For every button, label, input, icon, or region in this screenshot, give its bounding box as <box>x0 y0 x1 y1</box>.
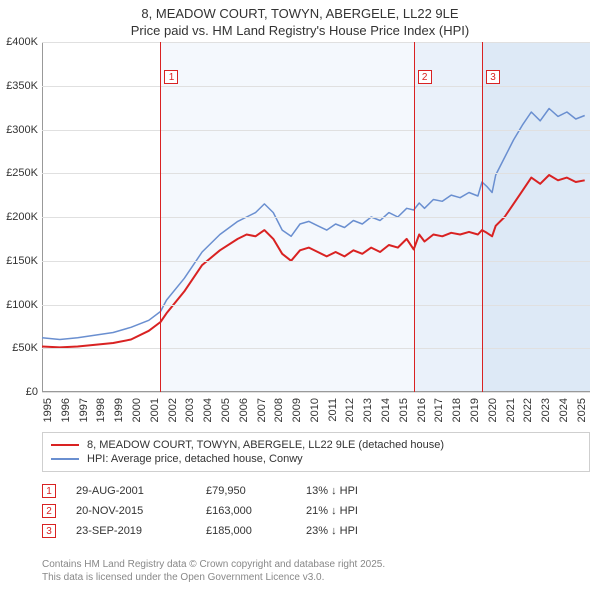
x-tick-label: 2013 <box>362 398 374 422</box>
x-tick-label: 1999 <box>113 398 125 422</box>
y-tick-label: £400K <box>6 36 38 48</box>
y-tick-label: £300K <box>6 124 38 136</box>
x-tick-label: 2018 <box>451 398 463 422</box>
chart-legend: 8, MEADOW COURT, TOWYN, ABERGELE, LL22 9… <box>42 432 590 472</box>
sales-row: 3 23-SEP-2019 £185,000 23% ↓ HPI <box>42 524 590 538</box>
attribution-footer: Contains HM Land Registry data © Crown c… <box>42 558 590 584</box>
x-tick-label: 2022 <box>522 398 534 422</box>
sales-row-diff: 13% ↓ HPI <box>306 485 406 497</box>
sale-marker-box: 2 <box>418 70 432 84</box>
y-gridline <box>42 261 590 262</box>
chart-title-block: 8, MEADOW COURT, TOWYN, ABERGELE, LL22 9… <box>0 0 600 40</box>
y-tick-label: £150K <box>6 255 38 267</box>
legend-label-price: 8, MEADOW COURT, TOWYN, ABERGELE, LL22 9… <box>87 439 444 451</box>
y-tick-label: £100K <box>6 299 38 311</box>
x-tick-label: 1996 <box>60 398 72 422</box>
x-tick-label: 2008 <box>273 398 285 422</box>
sales-row-date: 23-SEP-2019 <box>76 525 186 537</box>
sales-row-diff: 23% ↓ HPI <box>306 525 406 537</box>
x-tick-label: 2011 <box>327 398 339 422</box>
sales-row: 2 20-NOV-2015 £163,000 21% ↓ HPI <box>42 504 590 518</box>
x-tick-label: 2019 <box>469 398 481 422</box>
footer-line1: Contains HM Land Registry data © Crown c… <box>42 558 590 571</box>
legend-item-price: 8, MEADOW COURT, TOWYN, ABERGELE, LL22 9… <box>51 439 581 451</box>
x-tick-label: 2020 <box>487 398 499 422</box>
sale-marker-line <box>414 42 415 392</box>
x-tick-label: 2012 <box>344 398 356 422</box>
sales-row-price: £79,950 <box>206 485 286 497</box>
y-tick-label: £350K <box>6 80 38 92</box>
sales-row-marker: 3 <box>42 524 56 538</box>
y-tick-label: £50K <box>12 342 38 354</box>
x-tick-label: 2015 <box>398 398 410 422</box>
legend-item-hpi: HPI: Average price, detached house, Conw… <box>51 453 581 465</box>
y-tick-label: £200K <box>6 211 38 223</box>
x-tick-label: 2023 <box>540 398 552 422</box>
x-tick-label: 2004 <box>202 398 214 422</box>
x-tick-label: 2009 <box>291 398 303 422</box>
x-tick-label: 1998 <box>95 398 107 422</box>
x-tick-label: 2002 <box>167 398 179 422</box>
chart-plot-area: £0£50K£100K£150K£200K£250K£300K£350K£400… <box>42 42 590 392</box>
x-tick-label: 2006 <box>238 398 250 422</box>
sales-table: 1 29-AUG-2001 £79,950 13% ↓ HPI 2 20-NOV-2015… <box>42 478 590 544</box>
x-tick-label: 2003 <box>184 398 196 422</box>
x-tick-label: 2001 <box>149 398 161 422</box>
x-tick-label: 2005 <box>220 398 232 422</box>
y-gridline <box>42 86 590 87</box>
y-gridline <box>42 392 590 393</box>
y-gridline <box>42 217 590 218</box>
y-gridline <box>42 305 590 306</box>
x-tick-label: 1995 <box>42 398 54 422</box>
y-gridline <box>42 130 590 131</box>
legend-label-hpi: HPI: Average price, detached house, Conw… <box>87 453 303 465</box>
y-tick-label: £0 <box>26 386 38 398</box>
sale-marker-line <box>160 42 161 392</box>
x-tick-label: 2025 <box>576 398 588 422</box>
y-gridline <box>42 42 590 43</box>
x-tick-label: 2010 <box>309 398 321 422</box>
x-tick-label: 1997 <box>78 398 90 422</box>
chart-title-subtitle: Price paid vs. HM Land Registry's House … <box>0 23 600 40</box>
sales-row-price: £185,000 <box>206 525 286 537</box>
sales-row: 1 29-AUG-2001 £79,950 13% ↓ HPI <box>42 484 590 498</box>
x-tick-label: 2017 <box>433 398 445 422</box>
sales-row-diff: 21% ↓ HPI <box>306 505 406 517</box>
sales-row-date: 20-NOV-2015 <box>76 505 186 517</box>
x-tick-label: 2024 <box>558 398 570 422</box>
legend-swatch-hpi <box>51 458 79 460</box>
sales-row-marker: 2 <box>42 504 56 518</box>
x-tick-label: 2014 <box>380 398 392 422</box>
sale-marker-box: 1 <box>164 70 178 84</box>
footer-line2: This data is licensed under the Open Gov… <box>42 571 590 584</box>
sale-marker-box: 3 <box>486 70 500 84</box>
sales-row-date: 29-AUG-2001 <box>76 485 186 497</box>
x-tick-label: 2007 <box>256 398 268 422</box>
chart-title-address: 8, MEADOW COURT, TOWYN, ABERGELE, LL22 9… <box>0 6 600 23</box>
y-gridline <box>42 173 590 174</box>
x-tick-label: 2000 <box>131 398 143 422</box>
sale-marker-line <box>482 42 483 392</box>
x-tick-label: 2016 <box>416 398 428 422</box>
sales-row-price: £163,000 <box>206 505 286 517</box>
chart-container: 8, MEADOW COURT, TOWYN, ABERGELE, LL22 9… <box>0 0 600 590</box>
y-tick-label: £250K <box>6 167 38 179</box>
sales-row-marker: 1 <box>42 484 56 498</box>
y-gridline <box>42 348 590 349</box>
legend-swatch-price <box>51 444 79 446</box>
x-tick-label: 2021 <box>505 398 517 422</box>
